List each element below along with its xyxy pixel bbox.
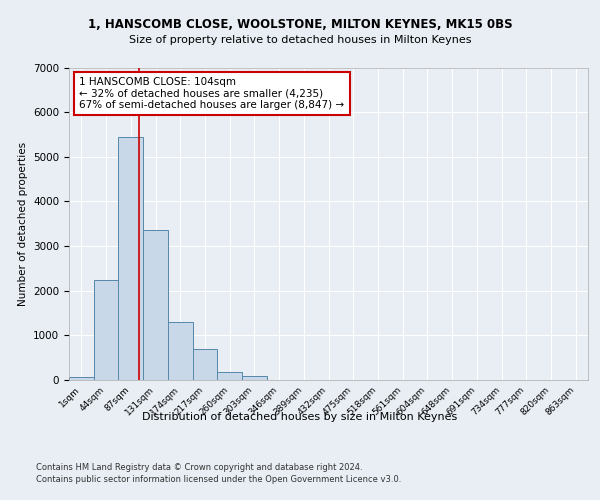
Text: Contains public sector information licensed under the Open Government Licence v3: Contains public sector information licen…: [36, 475, 401, 484]
Text: 1 HANSCOMB CLOSE: 104sqm
← 32% of detached houses are smaller (4,235)
67% of sem: 1 HANSCOMB CLOSE: 104sqm ← 32% of detach…: [79, 77, 344, 110]
Bar: [94, 280, 118, 380]
Bar: [217, 372, 242, 380]
Bar: [69, 378, 94, 380]
Text: Distribution of detached houses by size in Milton Keynes: Distribution of detached houses by size …: [142, 412, 458, 422]
Bar: [193, 349, 217, 380]
Text: Contains HM Land Registry data © Crown copyright and database right 2024.: Contains HM Land Registry data © Crown c…: [36, 462, 362, 471]
Bar: [168, 322, 193, 380]
Bar: [143, 230, 168, 380]
Bar: [242, 376, 267, 380]
Bar: [118, 136, 143, 380]
Y-axis label: Number of detached properties: Number of detached properties: [17, 142, 28, 306]
Text: 1, HANSCOMB CLOSE, WOOLSTONE, MILTON KEYNES, MK15 0BS: 1, HANSCOMB CLOSE, WOOLSTONE, MILTON KEY…: [88, 18, 512, 30]
Text: Size of property relative to detached houses in Milton Keynes: Size of property relative to detached ho…: [129, 35, 471, 45]
